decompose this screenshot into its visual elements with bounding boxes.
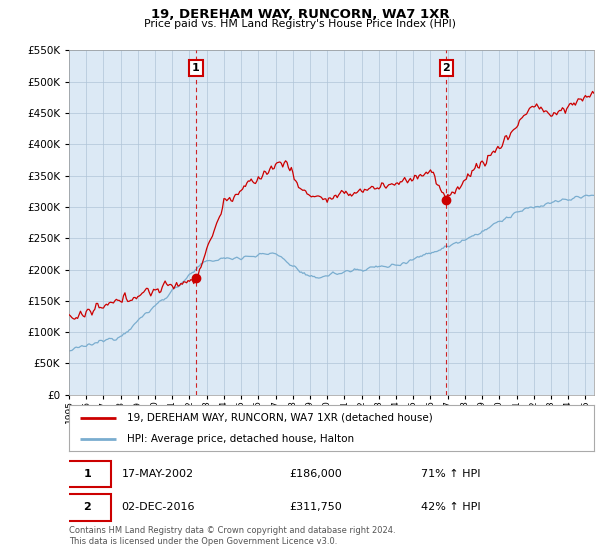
Text: Price paid vs. HM Land Registry's House Price Index (HPI): Price paid vs. HM Land Registry's House … bbox=[144, 19, 456, 29]
FancyBboxPatch shape bbox=[64, 461, 111, 487]
FancyBboxPatch shape bbox=[64, 494, 111, 521]
Text: HPI: Average price, detached house, Halton: HPI: Average price, detached house, Halt… bbox=[127, 435, 354, 444]
Text: 42% ↑ HPI: 42% ↑ HPI bbox=[421, 502, 481, 512]
Text: 19, DEREHAM WAY, RUNCORN, WA7 1XR (detached house): 19, DEREHAM WAY, RUNCORN, WA7 1XR (detac… bbox=[127, 413, 433, 423]
Text: 1: 1 bbox=[83, 469, 91, 479]
Text: 1: 1 bbox=[192, 63, 200, 73]
Text: 17-MAY-2002: 17-MAY-2002 bbox=[121, 469, 194, 479]
Text: £186,000: £186,000 bbox=[290, 469, 342, 479]
Text: 2: 2 bbox=[83, 502, 91, 512]
Text: 71% ↑ HPI: 71% ↑ HPI bbox=[421, 469, 480, 479]
Text: 02-DEC-2016: 02-DEC-2016 bbox=[121, 502, 195, 512]
Text: 2: 2 bbox=[442, 63, 450, 73]
Text: Contains HM Land Registry data © Crown copyright and database right 2024.
This d: Contains HM Land Registry data © Crown c… bbox=[69, 526, 395, 546]
Text: £311,750: £311,750 bbox=[290, 502, 342, 512]
Text: 19, DEREHAM WAY, RUNCORN, WA7 1XR: 19, DEREHAM WAY, RUNCORN, WA7 1XR bbox=[151, 8, 449, 21]
